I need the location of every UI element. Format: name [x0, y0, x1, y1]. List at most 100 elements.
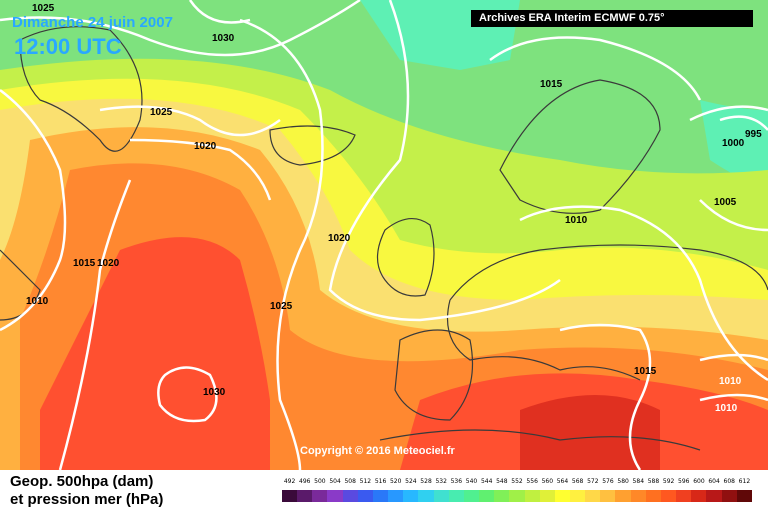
scale-swatch	[736, 490, 752, 502]
scale-swatch	[297, 490, 313, 502]
scale-swatch	[282, 490, 298, 502]
scale-value-label: 572	[587, 478, 599, 485]
isobar-1020-west	[58, 179, 132, 470]
scale-value-label: 496	[299, 478, 311, 485]
isobar-label: 995	[745, 129, 762, 140]
isobar-label: 1030	[203, 387, 226, 398]
scale-swatch	[403, 490, 419, 502]
isobar-label: 1010	[26, 296, 49, 307]
isobars	[0, 0, 768, 470]
coastlines	[0, 26, 768, 451]
isobar-label: 1025	[32, 3, 55, 14]
isobar-label: 1010	[565, 215, 588, 226]
isobar-1010-south	[699, 353, 768, 402]
scale-value-label: 536	[450, 478, 463, 485]
scale-value-label: 544	[480, 478, 493, 485]
isobar-1010-europe	[519, 205, 768, 382]
scale-value-label: 532	[435, 478, 447, 485]
scale-swatch	[676, 490, 692, 502]
scale-swatch	[554, 490, 570, 502]
scale-swatch	[660, 490, 677, 502]
scale-value-label: 560	[541, 478, 554, 485]
scale-swatch	[630, 490, 646, 502]
scale-value-label: 528	[420, 478, 432, 485]
isobar-label: 1000	[722, 138, 745, 149]
scandinavia-coast	[499, 79, 661, 214]
isobar-1025-greenland	[99, 105, 281, 137]
isobar-label: 1015	[73, 258, 96, 269]
scale-value-label: 524	[405, 478, 417, 485]
isobar-1030-high	[157, 366, 218, 423]
scale-value-label: 608	[723, 478, 735, 485]
isobar-label: 1020	[194, 141, 217, 152]
scale-value-label: 604	[708, 478, 720, 485]
isobar-1025-mid	[239, 18, 324, 470]
scale-swatch	[372, 490, 389, 502]
scale-swatch	[388, 490, 404, 502]
isobar-1005-east	[689, 105, 768, 232]
scale-value-label: 512	[359, 478, 372, 485]
scale-swatch	[585, 490, 601, 502]
scale-swatch	[418, 490, 434, 502]
scale-value-label: 516	[374, 478, 387, 485]
scale-swatch	[433, 490, 449, 502]
canada-coast	[0, 249, 41, 321]
scale-value-label: 568	[571, 478, 584, 485]
isobar-label: 1010	[715, 403, 738, 414]
scale-swatch	[524, 490, 540, 502]
scale-swatch	[509, 490, 525, 502]
scale-swatch	[721, 490, 737, 502]
scale-swatch	[342, 490, 358, 502]
isobar-label: 1025	[270, 301, 293, 312]
isobar-1015-west	[0, 89, 67, 332]
weather-map	[0, 0, 768, 470]
scale-value-label: 508	[344, 478, 356, 485]
scale-value-label: 520	[389, 478, 402, 485]
scale-swatch	[645, 490, 661, 502]
isobar-1025-north	[0, 0, 361, 57]
scale-swatch	[569, 490, 586, 502]
map-date: Dimanche 24 juin 2007	[12, 14, 173, 31]
isobar-label: 1005	[714, 197, 737, 208]
scale-swatch	[448, 490, 464, 502]
band-darkred	[520, 395, 660, 470]
iceland-coast	[269, 125, 356, 166]
color-scale-labels: 492 496 500 504 508 512 516 520 524 528 532 536 540 5…	[282, 478, 752, 490]
scale-value-label: 576	[602, 478, 614, 485]
isobar-label: 1010	[719, 376, 742, 387]
scale-value-label: 492	[283, 478, 296, 485]
isobar-1020-greenland	[129, 138, 272, 201]
isobar-label: 1025	[150, 107, 173, 118]
scale-value-label: 612	[738, 478, 751, 485]
north-africa-coast	[379, 429, 701, 451]
isobar-1020-mid	[328, 0, 561, 322]
data-source-label: Archives ERA Interim ECMWF 0.75°	[471, 10, 753, 27]
cyan-patch-east	[700, 100, 768, 190]
scale-value-label: 584	[632, 478, 645, 485]
iberia-coast	[394, 329, 474, 421]
isobar-1000-east	[719, 115, 768, 131]
scale-value-label: 564	[556, 478, 569, 485]
isobar-label: 1020	[97, 258, 120, 269]
copyright-label: Copyright © 2016 Meteociel.fr	[300, 445, 455, 457]
scale-swatch	[706, 490, 722, 502]
isobar-1015-scand	[489, 36, 702, 101]
scale-value-label: 580	[617, 478, 629, 485]
scale-swatch	[615, 490, 631, 502]
scale-value-label: 596	[678, 478, 690, 485]
scale-swatch	[494, 490, 510, 502]
scale-swatch	[479, 490, 495, 502]
scale-swatch	[357, 490, 373, 502]
scale-value-label: 504	[329, 478, 341, 485]
scale-value-label: 556	[526, 478, 538, 485]
isobar-label: 1020	[328, 233, 351, 244]
isobar-1015-south	[559, 323, 652, 470]
scale-swatch	[327, 490, 343, 502]
scale-value-label: 540	[465, 478, 478, 485]
british-isles-coast	[376, 218, 435, 297]
scale-value-label: 500	[314, 478, 326, 485]
scale-swatch	[539, 490, 555, 502]
greenland-coast	[19, 26, 143, 152]
scale-swatch	[312, 490, 328, 502]
europe-coast	[446, 244, 768, 381]
